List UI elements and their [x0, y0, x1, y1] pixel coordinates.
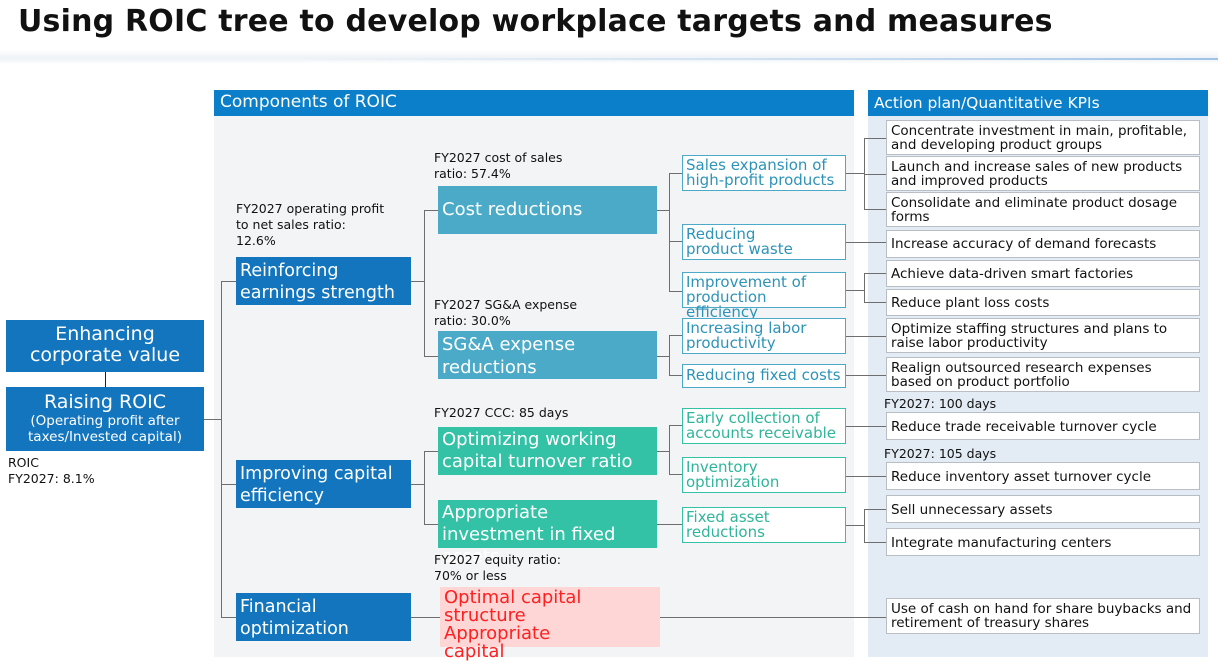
connector-line [669, 335, 682, 336]
ccc-note: FY2027 CCC: 85 days [434, 405, 569, 420]
connector-line [657, 356, 669, 357]
connector-line [105, 372, 106, 387]
receivable-target-note: FY2027: 100 days [884, 396, 997, 411]
title-divider [0, 50, 1218, 64]
connector-line [424, 451, 438, 452]
connector-line [424, 210, 438, 211]
connector-line [221, 281, 238, 282]
title-divider-accent [300, 58, 1218, 60]
connector-line [221, 484, 238, 485]
connector-line [864, 209, 888, 210]
connector-line [669, 241, 682, 242]
improving-capital-efficiency-box: Improving capital efficiency [236, 460, 411, 508]
connector-line [411, 484, 424, 485]
raising-roic-box: Raising ROIC (Operating profit after tax… [6, 387, 204, 451]
connector-line [424, 524, 438, 525]
connector-line [411, 281, 424, 282]
connector-line [864, 509, 888, 510]
connector-line [221, 617, 238, 618]
connector-line [657, 210, 669, 211]
connector-line [669, 173, 670, 292]
connector-line [846, 426, 888, 427]
kpi-item: Reduce trade receivable turnover cycle [886, 412, 1200, 440]
connector-line [864, 302, 888, 303]
kpi-item: Sell unnecessary assets [886, 495, 1200, 523]
kpi-item: Integrate manufacturing centers [886, 528, 1200, 556]
inventory-optimization-box: Inventory optimization [682, 457, 846, 493]
connector-line [864, 542, 888, 543]
connector-line [669, 335, 670, 375]
kpi-item: Achieve data-driven smart factories [886, 260, 1200, 287]
cost-of-sales-note: FY2027 cost of sales ratio: 57.4% [434, 150, 563, 181]
connector-line [660, 617, 888, 618]
connector-line [846, 290, 864, 291]
connector-line [864, 174, 888, 175]
production-efficiency-box: Improvement of production efficiency [682, 272, 846, 320]
connector-line [657, 451, 669, 452]
earnings-strength-note: FY2027 operating profit to net sales rat… [236, 201, 385, 248]
connector-line [864, 509, 865, 542]
connector-line [669, 291, 682, 292]
connector-line [669, 474, 682, 475]
connector-line [846, 476, 888, 477]
cost-reductions-box: Cost reductions [438, 186, 657, 234]
connector-line [669, 425, 670, 475]
equity-ratio-note: FY2027 equity ratio: 70% or less [434, 552, 561, 583]
connector-line [846, 336, 888, 337]
connector-line [846, 525, 864, 526]
labor-productivity-box: Increasing labor productivity [682, 318, 846, 354]
connector-line [411, 617, 440, 618]
working-capital-box: Optimizing working capital turnover rati… [438, 427, 657, 475]
connector-line [864, 273, 865, 302]
connector-line [221, 281, 222, 617]
connector-line [669, 425, 682, 426]
connector-line [204, 419, 221, 420]
connector-line [424, 451, 425, 524]
action-plan-header: Action plan/Quantitative KPIs [868, 90, 1208, 116]
roic-label: ROIC [8, 455, 39, 470]
connector-line [669, 375, 682, 376]
connector-line [657, 524, 682, 525]
connector-line [846, 375, 888, 376]
page-title: Using ROIC tree to develop workplace tar… [18, 4, 1053, 39]
connector-line [846, 173, 864, 174]
kpi-item: Optimize staffing structures and plans t… [886, 318, 1200, 353]
fixed-asset-reductions-box: Fixed asset reductions [682, 507, 846, 543]
connector-line [424, 356, 438, 357]
optimal-capital-box: Optimal capital structure Appropriate ca… [440, 587, 660, 661]
kpi-item: Launch and increase sales of new product… [886, 156, 1200, 191]
accounts-receivable-box: Early collection of accounts receivable [682, 408, 846, 444]
kpi-item: Increase accuracy of demand forecasts [886, 230, 1200, 258]
connector-line [669, 173, 682, 174]
inventory-target-note: FY2027: 105 days [884, 446, 997, 461]
kpi-item: Consolidate and eliminate product dosage… [886, 192, 1200, 227]
kpi-item: Realign outsourced research expenses bas… [886, 357, 1200, 392]
fixed-investment-box: Appropriate investment in fixed assets [438, 500, 657, 567]
reducing-waste-box: Reducing product waste [682, 224, 846, 260]
components-header: Components of ROIC [214, 90, 854, 116]
fixed-costs-box: Reducing fixed costs [682, 364, 846, 388]
kpi-item: Reduce inventory asset turnover cycle [886, 462, 1200, 490]
roic-target: FY2027: 8.1% [8, 471, 95, 486]
sales-expansion-box: Sales expansion of high-profit products [682, 155, 846, 191]
kpi-item: Use of cash on hand for share buybacks a… [886, 598, 1200, 634]
kpi-item: Reduce plant loss costs [886, 289, 1200, 316]
reinforcing-earnings-box: Reinforcing earnings strength [236, 257, 411, 305]
sga-reductions-box: SG&A expense reductions [438, 331, 657, 379]
sga-ratio-note: FY2027 SG&A expense ratio: 30.0% [434, 297, 578, 328]
connector-line [864, 138, 888, 139]
financial-optimization-box: Financial optimization [236, 593, 411, 641]
kpi-item: Concentrate investment in main, profitab… [886, 120, 1200, 155]
raising-roic-subtitle: (Operating profit after taxes/Invested c… [28, 413, 182, 445]
connector-line [864, 273, 888, 274]
raising-roic-title: Raising ROIC [43, 391, 167, 413]
enhancing-corporate-value-box: Enhancing corporate value [6, 320, 204, 372]
connector-line [424, 210, 425, 356]
connector-line [846, 242, 888, 243]
